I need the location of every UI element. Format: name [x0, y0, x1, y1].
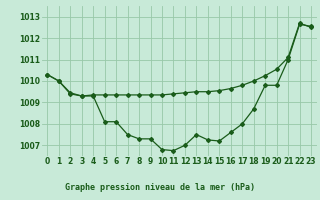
Text: Graphe pression niveau de la mer (hPa): Graphe pression niveau de la mer (hPa) [65, 183, 255, 192]
